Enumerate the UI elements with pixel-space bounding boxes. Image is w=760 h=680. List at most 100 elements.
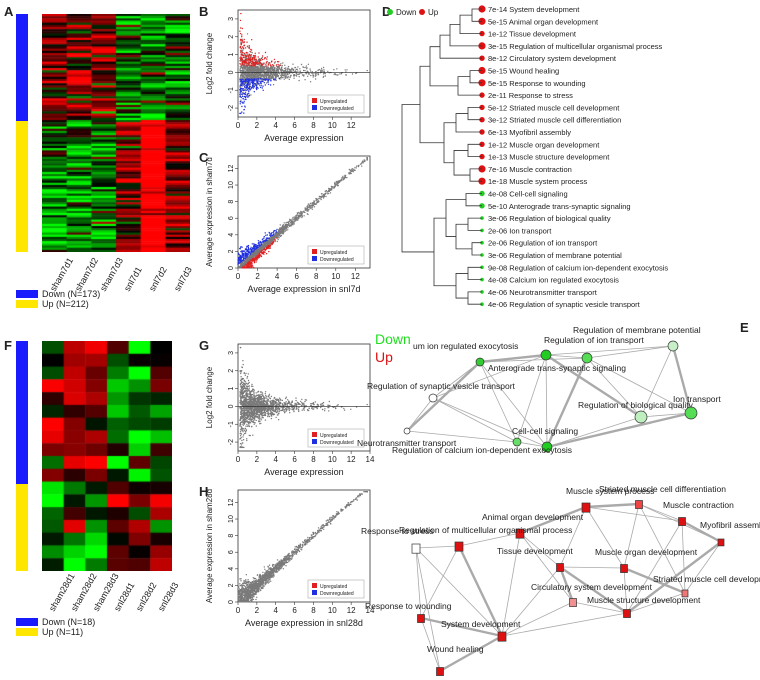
data-point bbox=[246, 385, 248, 387]
data-point bbox=[248, 83, 250, 85]
data-point bbox=[314, 75, 317, 77]
legend-swatch-up bbox=[312, 98, 317, 103]
data-point bbox=[240, 421, 242, 424]
data-point bbox=[246, 85, 248, 87]
data-point bbox=[253, 255, 256, 257]
data-point bbox=[253, 423, 255, 425]
data-point bbox=[271, 413, 274, 415]
data-point bbox=[296, 406, 298, 408]
data-point bbox=[262, 80, 264, 83]
data-point bbox=[259, 401, 261, 403]
data-point bbox=[283, 74, 285, 76]
data-point bbox=[255, 76, 257, 79]
data-point bbox=[269, 78, 271, 80]
data-point bbox=[263, 63, 265, 65]
data-points bbox=[239, 12, 368, 115]
data-point bbox=[259, 83, 261, 85]
data-point bbox=[251, 383, 253, 386]
data-point bbox=[248, 45, 250, 47]
data-point bbox=[246, 395, 248, 397]
data-point bbox=[244, 71, 247, 73]
data-point bbox=[264, 51, 267, 54]
x-tick-label: 4 bbox=[273, 121, 278, 130]
data-point bbox=[257, 87, 259, 89]
data-point bbox=[300, 214, 302, 216]
data-point bbox=[239, 254, 242, 257]
data-point bbox=[245, 261, 247, 263]
data-point bbox=[321, 402, 324, 405]
data-point bbox=[314, 72, 316, 75]
data-point bbox=[327, 70, 329, 73]
data-point bbox=[250, 402, 253, 405]
x-tick-label: 2 bbox=[255, 272, 260, 281]
data-point bbox=[298, 217, 300, 220]
data-point bbox=[336, 405, 338, 407]
data-point bbox=[260, 83, 262, 85]
data-point bbox=[274, 78, 276, 80]
data-point bbox=[246, 78, 248, 81]
heatmap-a-column-label: sham7d1 bbox=[48, 255, 76, 293]
data-point bbox=[241, 439, 243, 442]
data-point bbox=[270, 65, 272, 67]
data-point bbox=[246, 425, 249, 427]
heatmap-f-column-label: snl28d3 bbox=[155, 580, 181, 613]
data-point bbox=[306, 409, 309, 411]
data-point bbox=[279, 398, 282, 401]
data-point bbox=[259, 76, 261, 79]
data-point bbox=[251, 262, 253, 264]
data-point bbox=[310, 403, 312, 405]
data-point bbox=[259, 63, 261, 65]
data-point bbox=[250, 64, 252, 67]
data-point bbox=[270, 395, 273, 398]
panel-letter-d: D bbox=[382, 4, 392, 19]
data-point bbox=[265, 76, 268, 78]
data-point bbox=[278, 67, 280, 70]
data-point bbox=[248, 249, 250, 251]
data-point bbox=[311, 208, 313, 210]
data-point bbox=[263, 242, 265, 245]
data-point bbox=[285, 229, 287, 231]
data-point bbox=[265, 67, 268, 70]
data-point bbox=[257, 415, 259, 417]
data-point bbox=[237, 252, 240, 254]
data-point bbox=[247, 248, 250, 250]
data-point bbox=[239, 265, 242, 267]
data-point bbox=[243, 395, 246, 397]
data-point bbox=[292, 68, 294, 71]
data-point bbox=[309, 207, 311, 210]
data-point bbox=[242, 259, 244, 261]
data-point bbox=[273, 413, 276, 415]
data-point bbox=[274, 240, 276, 243]
data-point bbox=[254, 56, 257, 58]
data-point bbox=[298, 73, 301, 75]
data-point bbox=[241, 429, 243, 431]
data-point bbox=[260, 85, 262, 87]
data-point bbox=[354, 167, 356, 169]
data-point bbox=[301, 409, 303, 411]
data-point bbox=[239, 402, 241, 404]
data-point bbox=[272, 236, 274, 238]
heatmap-f-sidebar-down bbox=[16, 341, 28, 484]
data-point bbox=[259, 404, 261, 406]
data-point bbox=[239, 94, 241, 96]
legend-label-up: Upregulated bbox=[320, 99, 347, 105]
data-point bbox=[253, 254, 255, 256]
panel-letter-h: H bbox=[199, 484, 209, 499]
data-point bbox=[317, 73, 320, 76]
data-point bbox=[290, 69, 292, 72]
data-point bbox=[242, 384, 245, 387]
data-point bbox=[312, 402, 315, 404]
data-point bbox=[258, 52, 260, 54]
data-point bbox=[256, 246, 258, 248]
data-point bbox=[366, 69, 368, 72]
data-point bbox=[245, 372, 247, 375]
data-point bbox=[271, 234, 274, 237]
data-point bbox=[334, 72, 336, 75]
data-point bbox=[249, 65, 251, 68]
data-point bbox=[297, 409, 300, 411]
data-point bbox=[286, 69, 288, 71]
heatmap-f-legend-down: Down (N=18) bbox=[16, 617, 95, 627]
data-point bbox=[255, 79, 258, 81]
data-point bbox=[295, 75, 298, 77]
data-point bbox=[269, 397, 271, 399]
